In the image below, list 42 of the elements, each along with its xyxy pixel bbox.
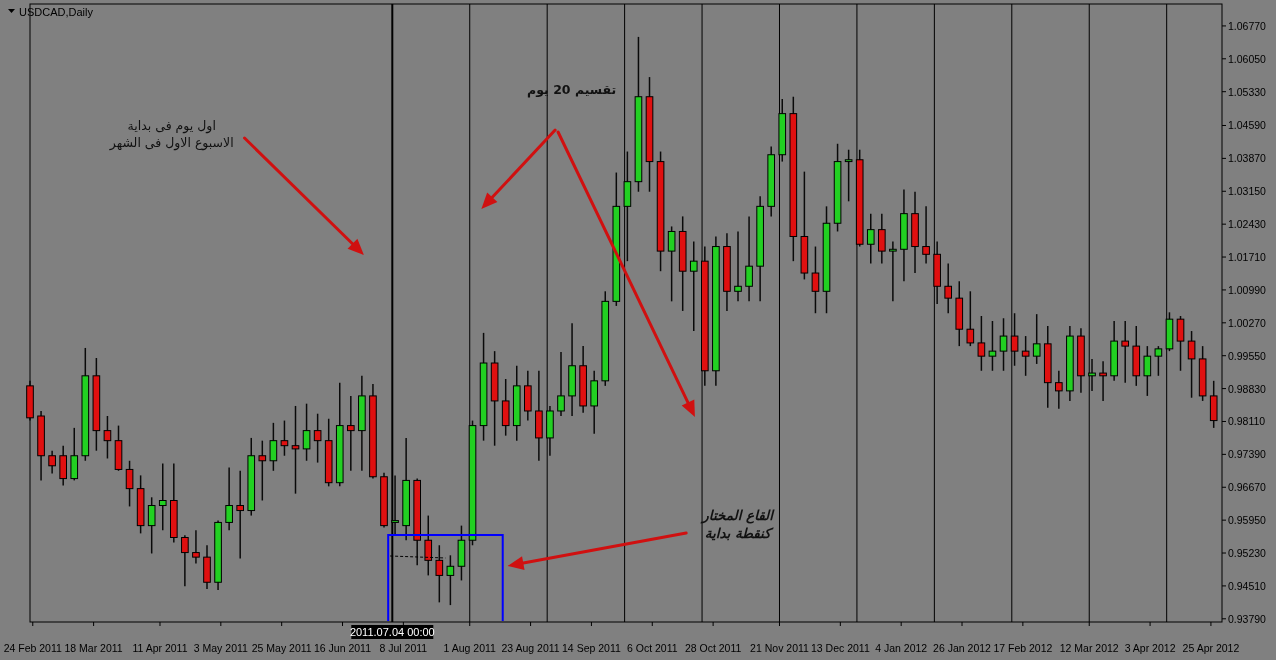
y-tick-label: 1.04590 xyxy=(1228,119,1267,132)
y-tick-label: 0.99550 xyxy=(1228,349,1267,362)
x-tick-label: 28 Oct 2011 xyxy=(684,642,742,654)
y-tick-label: 1.03870 xyxy=(1228,152,1267,165)
y-tick-label: 0.98110 xyxy=(1228,415,1266,428)
x-tick-label: 23 Aug 2011 xyxy=(501,642,560,654)
x-tick-label: 11 Apr 2011 xyxy=(132,642,188,654)
y-tick-label: 0.98830 xyxy=(1228,382,1267,395)
y-tick-label: 0.93790 xyxy=(1228,612,1267,625)
x-tick-label: 25 May 2011 xyxy=(251,642,312,654)
y-tick-label: 0.97390 xyxy=(1228,448,1267,461)
y-tick-label: 1.06050 xyxy=(1228,52,1267,65)
x-tick-label: 16 Jun 2011 xyxy=(314,642,372,654)
y-tick-label: 1.02430 xyxy=(1228,218,1267,231)
y-tick-label: 0.95950 xyxy=(1228,514,1267,527)
x-tick-label: 6 Oct 2011 xyxy=(626,642,678,654)
y-tick-label: 1.01710 xyxy=(1228,251,1267,264)
x-tick-label: 14 Sep 2011 xyxy=(562,642,621,654)
x-tick-label: 18 Mar 2011 xyxy=(64,642,123,654)
y-tick-label: 1.03150 xyxy=(1228,185,1267,198)
y-tick-label: 0.94510 xyxy=(1228,579,1267,592)
x-tick-label: 26 Jan 2012 xyxy=(933,642,992,654)
y-tick-label: 1.00270 xyxy=(1228,316,1267,329)
x-tick-label: 12 Mar 2012 xyxy=(1059,642,1119,654)
x-tick-label: 4 Jan 2012 xyxy=(875,642,928,654)
y-tick-label: 1.00990 xyxy=(1228,283,1267,296)
chart-title: USDCAD,Daily xyxy=(19,6,94,18)
annotation: اول يوم فى بداية الاسبوع الاول فى الشهر xyxy=(108,118,234,151)
x-tick-label: 13 Dec 2011 xyxy=(810,642,870,654)
y-tick-label: 0.96670 xyxy=(1228,481,1267,494)
x-tick-label: 8 Jul 2011 xyxy=(379,642,428,654)
ref-line-label: 2011.07.04 00:00 xyxy=(349,626,435,638)
y-tick-label: 1.06770 xyxy=(1228,19,1267,32)
x-tick-label: 1 Aug 2011 xyxy=(443,642,497,654)
x-tick-label: 3 Apr 2012 xyxy=(1124,642,1176,654)
x-tick-label: 17 Feb 2012 xyxy=(993,642,1053,654)
y-tick-label: 0.95230 xyxy=(1228,547,1267,560)
x-tick-label: 3 May 2011 xyxy=(193,642,249,654)
y-tick-label: 1.05330 xyxy=(1228,85,1267,98)
x-tick-label: 24 Feb 2011 xyxy=(3,642,63,654)
x-tick-label: 21 Nov 2011 xyxy=(750,642,810,654)
x-tick-label: 25 Apr 2012 xyxy=(1182,642,1240,654)
